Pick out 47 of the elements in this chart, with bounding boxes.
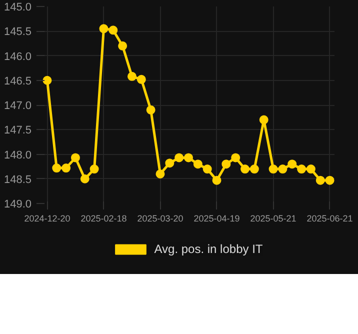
y-tick-label: 149.0: [4, 198, 32, 210]
y-tick-label: 146.0: [4, 50, 32, 63]
y-tick-label: 147.5: [4, 124, 32, 137]
point: [127, 72, 136, 81]
point: [62, 164, 71, 173]
point: [146, 105, 156, 114]
point: [42, 76, 52, 85]
point: [174, 153, 184, 162]
x-tick-label: 2024-12-20: [24, 214, 70, 224]
point: [297, 164, 306, 174]
point: [184, 153, 193, 162]
point: [231, 153, 240, 162]
point: [52, 164, 62, 173]
point: [156, 169, 165, 178]
point: [193, 160, 202, 169]
y-tick-label: 147.0: [4, 100, 32, 112]
point: [202, 164, 212, 174]
point: [250, 164, 259, 174]
x-tick-label: 2025-04-19: [194, 214, 240, 224]
point: [278, 164, 288, 174]
point: [306, 164, 316, 174]
point: [222, 160, 231, 169]
y-tick-label: 145.0: [4, 2, 32, 14]
x-tick-label: 2025-06-21: [306, 214, 353, 224]
point: [136, 74, 146, 84]
y-tick-label: 146.5: [4, 75, 32, 88]
point: [80, 174, 90, 184]
x-tick-label: 2025-03-20: [137, 214, 184, 224]
point: [259, 115, 268, 124]
point: [90, 164, 99, 174]
point: [99, 24, 108, 34]
point: [212, 176, 222, 185]
point: [325, 176, 334, 185]
point: [268, 164, 278, 174]
point: [118, 41, 128, 50]
y-tick-label: 148.5: [4, 174, 32, 186]
point: [165, 158, 174, 168]
y-tick-label: 148.0: [4, 149, 32, 162]
point: [240, 164, 250, 174]
point: [288, 160, 297, 169]
x-tick-label: 2025-02-18: [80, 214, 127, 224]
point: [108, 26, 118, 35]
x-tick-label: 2025-05-21: [250, 214, 296, 224]
point: [70, 153, 80, 162]
y-tick-label: 145.5: [4, 26, 32, 38]
legend-label: Avg. pos. in lobby IT: [154, 242, 263, 256]
point: [316, 176, 325, 185]
